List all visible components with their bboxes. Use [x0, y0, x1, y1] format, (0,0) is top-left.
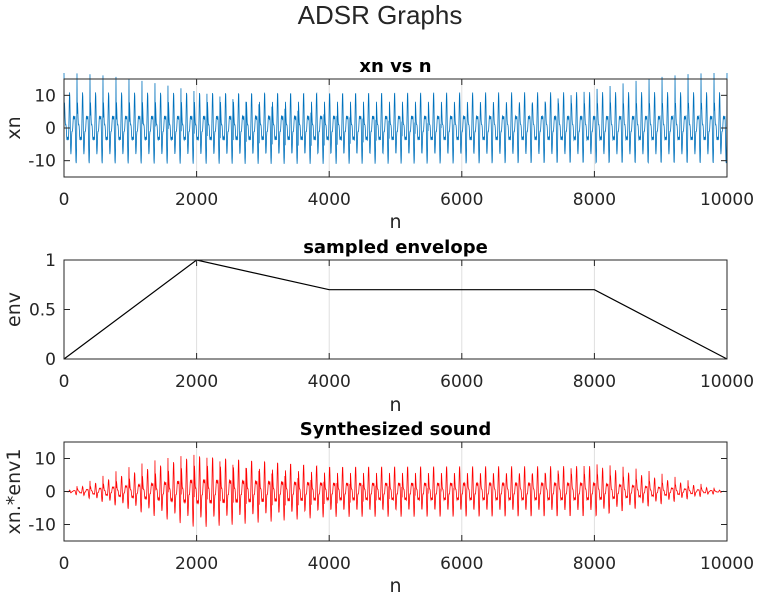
x-tick-label: 0	[59, 554, 70, 574]
x-tick-label: 6000	[440, 372, 483, 392]
synth-line	[63, 454, 728, 527]
y-axis-label: xn.*env1	[3, 449, 25, 535]
y-tick-label: 0	[45, 119, 56, 139]
x-tick-label: 10000	[700, 372, 754, 392]
x-tick-label: 4000	[308, 372, 351, 392]
y-tick-label: 10	[34, 86, 56, 106]
x-tick-label: 8000	[573, 372, 616, 392]
x-tick-label: 2000	[175, 190, 218, 210]
x-axis-label: n	[389, 211, 401, 233]
y-axis-label: xn	[3, 116, 25, 139]
y-tick-label: 0	[45, 483, 56, 503]
plot-area	[64, 260, 727, 359]
x-axis-label: n	[389, 575, 401, 594]
figure-title: ADSR Graphs	[298, 0, 463, 30]
axes-title: sampled envelope	[303, 237, 488, 258]
y-tick-label: 0	[45, 350, 56, 370]
x-tick-label: 0	[59, 190, 70, 210]
x-axis-label: n	[389, 394, 401, 416]
x-tick-label: 4000	[308, 554, 351, 574]
axes-2: 0 2000 4000 6000 8000 10000 0 0.5 1 sampled envel…	[3, 237, 754, 416]
x-tick-label: 4000	[308, 190, 351, 210]
y-tick-label: -10	[28, 516, 56, 536]
y-tick-label: 0.5	[29, 301, 56, 321]
x-tick-label: 6000	[440, 190, 483, 210]
axes-3: 0 2000 4000 6000 8000 10000-10010Synthesized …	[3, 419, 754, 594]
x-tick-label: 8000	[573, 190, 616, 210]
x-tick-label: 6000	[440, 554, 483, 574]
y-tick-label: -10	[28, 152, 56, 172]
x-tick-label: 10000	[700, 190, 754, 210]
x-tick-label: 2000	[175, 554, 218, 574]
y-tick-label: 1	[45, 251, 56, 271]
x-tick-label: 10000	[700, 554, 754, 574]
x-tick-label: 2000	[175, 372, 218, 392]
x-tick-label: 8000	[573, 554, 616, 574]
signal-line	[63, 72, 728, 165]
x-tick-label: 0	[59, 372, 70, 392]
envelope-line	[63, 259, 728, 360]
axes-title: Synthesized sound	[300, 419, 491, 440]
y-axis-label: env	[3, 292, 25, 327]
axes-title: xn vs n	[359, 56, 431, 77]
y-tick-label: 10	[34, 450, 56, 470]
